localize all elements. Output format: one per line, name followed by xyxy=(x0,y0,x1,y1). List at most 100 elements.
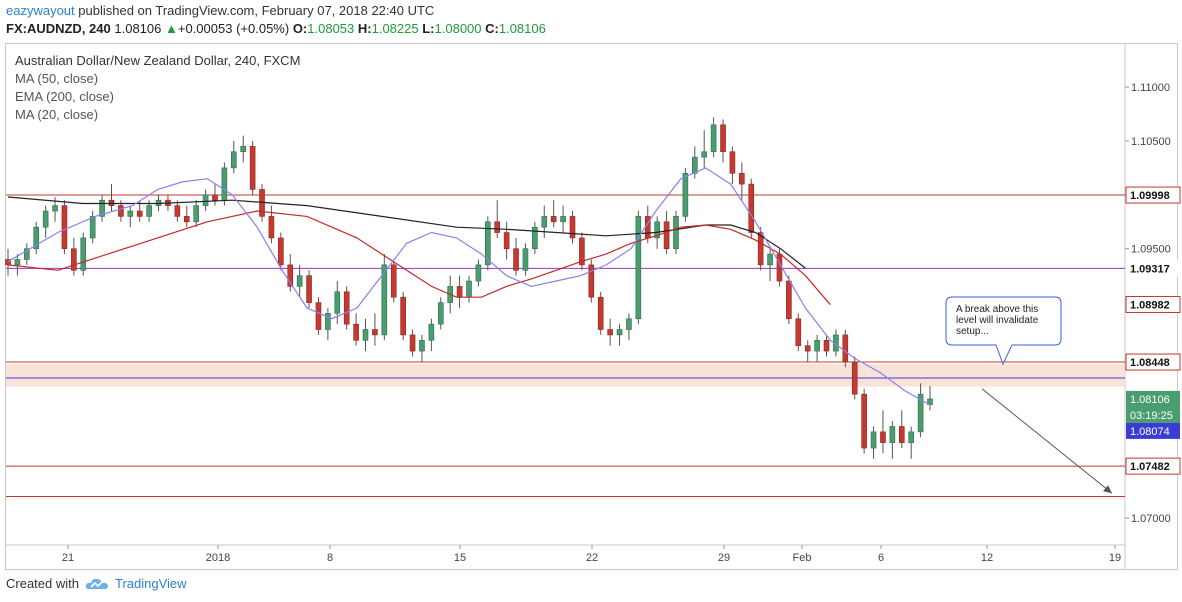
candle-body xyxy=(673,216,679,250)
candle-body xyxy=(870,431,877,449)
purple-level-price-tag-bg xyxy=(1126,260,1180,277)
legend-ma50[interactable]: MA (50, close) xyxy=(15,71,99,86)
open-label: O: xyxy=(292,21,308,36)
candle-body xyxy=(569,216,576,239)
y-tick-label: 1.11000 xyxy=(1131,82,1170,94)
open-value: 1.08053 xyxy=(307,21,355,36)
legend-ma20[interactable]: MA (20, close) xyxy=(15,107,99,122)
candle-body xyxy=(776,253,783,282)
red-level-price-tag-bg xyxy=(1125,353,1181,371)
candle-body xyxy=(917,393,924,433)
candle-body xyxy=(362,329,369,341)
purple-level-price-tag: 1.09317 xyxy=(1130,263,1170,275)
candle-body xyxy=(193,205,199,223)
blue-line-price-tag: 1.08074 xyxy=(1130,426,1170,438)
candle-body xyxy=(268,216,275,239)
candle-body xyxy=(400,296,406,336)
x-tick-label: 29 xyxy=(718,552,730,564)
candle-body xyxy=(343,291,350,325)
candle-body xyxy=(626,318,632,330)
candle-body xyxy=(663,221,670,250)
candle-body xyxy=(174,205,181,217)
red-level-price-tag: 1.09998 xyxy=(1130,190,1170,202)
candle-body xyxy=(315,302,322,330)
candle-body xyxy=(61,205,68,250)
candle-body xyxy=(767,253,773,266)
candle-body xyxy=(786,280,792,320)
symbol-ohlc-line: FX:AUDNZD, 240 1.08106 ▲+0.00053 (+0.05%… xyxy=(6,21,546,36)
candle-body xyxy=(757,232,764,266)
red-level-price-tag: 1.08448 xyxy=(1130,357,1170,369)
x-tick-label: 8 xyxy=(327,552,333,564)
last-price: 1.08106 xyxy=(114,21,162,36)
candle-body xyxy=(607,329,613,336)
candle-body xyxy=(823,339,830,352)
projection-arrow-line xyxy=(981,388,1113,494)
candle-body xyxy=(296,275,303,287)
candle-body xyxy=(381,264,388,336)
candle-body xyxy=(353,323,359,341)
candle-body xyxy=(334,291,341,314)
ma50-line xyxy=(7,210,831,306)
tradingview-link[interactable]: TradingView xyxy=(114,576,187,591)
y-tick-label: 1.09500 xyxy=(1131,244,1171,256)
up-arrow-icon: ▲ xyxy=(165,21,178,36)
candle-body xyxy=(701,151,708,158)
y-tick-label: 1.07000 xyxy=(1131,513,1171,525)
candle-body xyxy=(146,205,152,217)
red-level-price-tag-bg xyxy=(1125,457,1181,475)
candle-body xyxy=(5,259,11,266)
candle-body xyxy=(372,329,378,336)
author-link[interactable]: eazywayout xyxy=(6,3,75,18)
candle-body xyxy=(390,264,397,298)
red-level-price-tag: 1.08982 xyxy=(1130,300,1170,312)
tradingview-cloud-icon xyxy=(85,578,108,589)
x-tick-label: 19 xyxy=(1109,552,1121,564)
legend-ema200[interactable]: EMA (200, close) xyxy=(15,89,114,104)
red-level-price-tag-bg xyxy=(1125,186,1181,204)
candle-body xyxy=(409,334,416,352)
candle-body xyxy=(691,156,698,174)
low-label: L: xyxy=(422,21,435,36)
high-value: 1.08225 xyxy=(371,21,419,36)
candle-body xyxy=(71,248,77,271)
candle-body xyxy=(739,172,745,185)
chart-legend: Australian Dollar/New Zealand Dollar, 24… xyxy=(15,52,300,124)
candle-body xyxy=(306,275,312,303)
candle-body xyxy=(795,318,802,346)
candle-body xyxy=(118,205,124,217)
x-tick-label: 15 xyxy=(454,552,466,564)
annotation-callout xyxy=(945,296,1062,366)
candle-body xyxy=(278,237,284,266)
candle-body xyxy=(52,205,58,212)
countdown-tag: 03:19:25 xyxy=(1130,410,1173,422)
x-tick-label: 21 xyxy=(62,552,74,564)
red-level-price-tag: 1.07482 xyxy=(1130,461,1170,473)
candle-body xyxy=(635,216,642,320)
created-with-text: Created with xyxy=(6,576,79,591)
candle-body xyxy=(550,216,557,223)
symbol-label: FX:AUDNZD, 240 xyxy=(6,21,111,36)
x-tick-label: 6 xyxy=(878,552,884,564)
close-value: 1.08106 xyxy=(498,21,546,36)
candle-body xyxy=(597,296,604,330)
candle-body xyxy=(428,323,435,341)
ma20-line xyxy=(7,167,931,406)
candle-body xyxy=(522,248,529,271)
candle-body xyxy=(230,151,237,169)
candle-body xyxy=(710,124,717,153)
candle-body xyxy=(437,302,444,325)
candle-body xyxy=(212,194,218,201)
candle-body xyxy=(136,210,143,217)
candle-body xyxy=(861,393,867,449)
ema200-line xyxy=(7,196,806,269)
candle-body xyxy=(42,210,49,228)
candle-body xyxy=(579,237,585,266)
candle-body xyxy=(898,426,905,443)
candle-body xyxy=(14,259,21,266)
candle-body xyxy=(485,221,491,266)
close-label: C: xyxy=(485,21,499,36)
candle-body xyxy=(466,280,472,298)
candle-body xyxy=(908,431,914,443)
